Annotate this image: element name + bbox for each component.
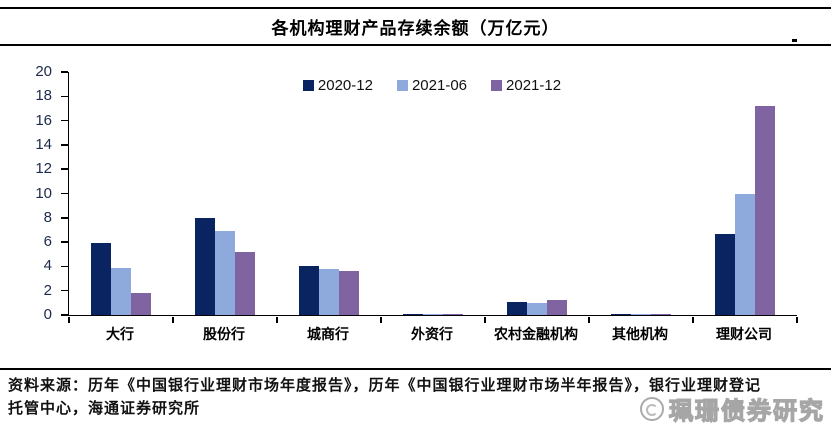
x-axis-category-label: 外资行 xyxy=(411,328,453,343)
x-axis-category-label: 理财公司 xyxy=(716,328,772,343)
x-axis-category-label: 大行 xyxy=(106,328,134,343)
y-axis-tick xyxy=(61,119,68,122)
circle-logo-icon xyxy=(640,396,664,421)
legend-swatch-icon xyxy=(491,80,503,91)
x-axis-tick xyxy=(796,316,798,323)
bar xyxy=(215,231,235,315)
bar-group xyxy=(173,72,277,315)
x-axis-category-label: 农村金融机构 xyxy=(494,328,578,343)
x-axis-category-label: 城商行 xyxy=(307,328,349,343)
y-axis-tick-label: 20 xyxy=(35,63,52,80)
bar xyxy=(527,302,547,315)
y-axis-tick-label: 4 xyxy=(43,257,52,275)
y-axis-tick xyxy=(61,289,68,292)
top-border-line xyxy=(0,7,831,9)
bar xyxy=(111,267,131,315)
y-axis-labels: 20 18 16 14 12 10 8 6 4 2 0 xyxy=(0,63,56,323)
y-axis-tick-label: 2 xyxy=(43,281,52,299)
bar-group xyxy=(693,72,797,315)
chart-legend: 2020-12 2021-06 2021-12 xyxy=(68,77,796,94)
x-axis-tick xyxy=(484,316,486,323)
bar xyxy=(423,313,443,315)
legend-item: 2020-12 xyxy=(302,77,373,94)
y-axis-tick-label: 12 xyxy=(35,160,52,178)
title-separator-line xyxy=(0,44,831,46)
y-axis-tick-label: 8 xyxy=(43,208,52,226)
footer-separator-line xyxy=(0,368,831,370)
y-axis-tick xyxy=(61,265,68,268)
legend-item: 2021-12 xyxy=(491,77,561,94)
bar xyxy=(507,301,527,315)
y-axis-tick xyxy=(61,192,68,195)
bar xyxy=(319,268,339,315)
bar xyxy=(611,313,631,315)
source-note-line1: 资料来源：历年《中国银行业理财市场年度报告》，历年《中国银行业理财市场半年报告》… xyxy=(8,378,762,394)
y-axis-tick-label: 14 xyxy=(35,135,52,153)
x-axis-tick xyxy=(172,316,174,323)
bar xyxy=(715,233,735,315)
y-axis-tick xyxy=(61,168,68,170)
watermark-label: 珮珊债券研究 xyxy=(668,398,825,425)
bar xyxy=(131,293,151,315)
x-axis-tick xyxy=(276,316,278,323)
y-axis-tick xyxy=(61,144,68,146)
legend-label: 2021-06 xyxy=(411,77,468,94)
legend-item: 2021-06 xyxy=(396,77,468,94)
legend-label: 2020-12 xyxy=(317,77,373,94)
bar xyxy=(235,251,255,315)
source-note-line2: 托管中心，海通证券研究所 xyxy=(8,400,201,417)
x-axis-category-label: 其他机构 xyxy=(612,328,668,343)
y-axis-tick xyxy=(61,314,68,316)
y-axis-tick-label: 16 xyxy=(35,111,52,129)
bar xyxy=(299,266,319,315)
bar-group xyxy=(381,72,485,315)
bar xyxy=(339,271,359,315)
x-axis-labels: 大行 股份行 城商行 外资行 农村金融机构 其他机构 理财公司 xyxy=(68,324,796,344)
bar-group xyxy=(69,72,173,315)
y-axis-tick xyxy=(61,95,68,98)
bar xyxy=(443,313,463,315)
y-axis-tick-label: 0 xyxy=(43,306,52,323)
bar xyxy=(195,217,215,315)
x-axis-category-label: 股份行 xyxy=(203,328,245,343)
y-axis-tick-label: 10 xyxy=(35,184,52,202)
y-axis-tick-label: 6 xyxy=(43,233,52,251)
y-axis-tick xyxy=(61,71,68,73)
bar xyxy=(631,313,651,315)
plot-area xyxy=(61,71,798,323)
bar xyxy=(755,106,775,315)
x-axis-tick xyxy=(68,316,70,323)
stray-dot xyxy=(792,39,797,42)
bar-group xyxy=(589,72,693,315)
x-axis-tick xyxy=(380,316,382,323)
bar xyxy=(547,300,567,315)
x-axis-tick xyxy=(692,316,694,323)
y-axis-tick xyxy=(61,217,68,219)
y-axis-tick xyxy=(61,241,68,243)
x-axis-tick xyxy=(588,316,590,323)
bar xyxy=(651,313,671,315)
legend-label: 2021-12 xyxy=(506,77,562,94)
bar-group xyxy=(485,72,589,315)
bar xyxy=(403,313,423,315)
source-note: 资料来源：历年《中国银行业理财市场年度报告》，历年《中国银行业理财市场半年报告》… xyxy=(8,375,823,420)
watermark: 珮珊债券研究 xyxy=(640,391,825,426)
bar xyxy=(91,243,111,315)
bar-group xyxy=(277,72,381,315)
chart-title: 各机构理财产品存续余额（万亿元） xyxy=(271,19,560,38)
legend-swatch-icon xyxy=(396,80,408,91)
legend-swatch-icon xyxy=(302,80,314,91)
y-axis-tick-label: 18 xyxy=(35,87,52,105)
bar xyxy=(735,193,755,315)
bar-groups xyxy=(69,72,797,315)
